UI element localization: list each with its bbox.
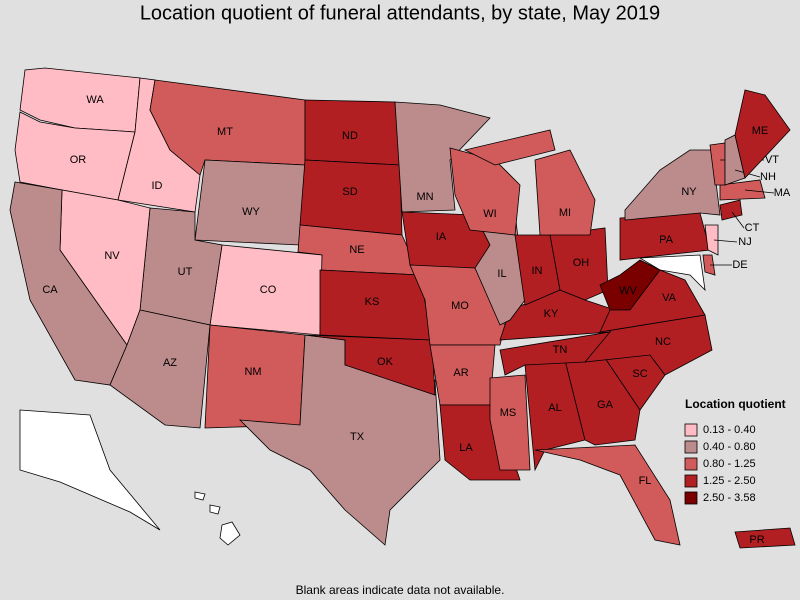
leader-line xyxy=(731,211,745,229)
state-blank xyxy=(194,491,206,501)
state-label: AL xyxy=(548,402,561,414)
state-label: ID xyxy=(152,180,163,192)
state-label: MT xyxy=(217,126,233,138)
map-title: Location quotient of funeral attendants,… xyxy=(140,2,660,24)
footnote: Blank areas indicate data not available. xyxy=(296,583,505,597)
state xyxy=(194,159,306,246)
legend-swatch xyxy=(684,423,698,437)
state-blank xyxy=(219,521,241,546)
state-label: UT xyxy=(178,266,193,278)
state xyxy=(599,269,706,333)
state-label: VT xyxy=(765,154,779,166)
states: WA OR ID MT WY ND SD NE CO UT NV CA AZ NM TX OK KS MN IA MO… xyxy=(9,67,796,549)
state-label: IA xyxy=(436,231,447,243)
state-label: VA xyxy=(662,292,677,304)
legend-label: 0.40 - 0.80 xyxy=(703,441,756,453)
state xyxy=(719,199,743,221)
state-label: CA xyxy=(42,284,58,296)
state-label: MA xyxy=(774,187,791,199)
state-label: OR xyxy=(70,154,87,166)
legend-title: Location quotient xyxy=(685,397,786,411)
legend-label: 1.25 - 2.50 xyxy=(703,475,756,487)
state-label: MS xyxy=(500,407,517,419)
state xyxy=(702,254,716,276)
state-label: GA xyxy=(597,399,614,411)
state-label: WI xyxy=(483,208,496,220)
state-label: FL xyxy=(639,475,652,487)
state-label: OH xyxy=(573,257,590,269)
state-label: PR xyxy=(749,534,764,546)
leader-line xyxy=(713,239,738,243)
state xyxy=(534,444,681,546)
legend-label: 2.50 - 3.58 xyxy=(703,492,756,504)
state-label: ND xyxy=(342,130,358,142)
state-label: NH xyxy=(760,171,776,183)
state-blank xyxy=(209,504,221,515)
state-label: NJ xyxy=(738,236,751,248)
state xyxy=(734,89,791,179)
state-label: WY xyxy=(242,206,260,218)
legend-swatch xyxy=(684,491,698,505)
state-label: SD xyxy=(342,186,357,198)
legend: Location quotient 0.13 - 0.40 0.40 - 0.80 0… xyxy=(684,397,786,505)
state-label: KY xyxy=(544,308,559,320)
state-label: WV xyxy=(619,285,637,297)
legend-label: 0.80 - 1.25 xyxy=(703,458,756,470)
state xyxy=(704,224,719,256)
state-label: DE xyxy=(732,259,747,271)
state-label: PA xyxy=(659,234,674,246)
state-label: NC xyxy=(655,336,671,348)
state-label: MI xyxy=(559,207,571,219)
state xyxy=(719,179,766,201)
state xyxy=(474,211,526,326)
state-label: ME xyxy=(752,125,769,137)
state-label: SC xyxy=(632,368,647,380)
state-label: MO xyxy=(451,300,469,312)
legend-swatch xyxy=(684,474,698,488)
state xyxy=(489,374,531,471)
state-label: IL xyxy=(497,268,506,280)
state-label: NY xyxy=(681,186,697,198)
state-label: AR xyxy=(453,367,468,379)
state-label: NV xyxy=(104,250,120,262)
state-label: NE xyxy=(349,244,364,256)
state xyxy=(499,331,611,376)
state xyxy=(734,527,796,549)
state-label: MN xyxy=(416,191,433,203)
legend-swatch xyxy=(684,457,698,471)
state xyxy=(549,227,609,301)
legend-label: 0.13 - 0.40 xyxy=(703,424,756,436)
state-label: KS xyxy=(365,296,380,308)
state-label: TN xyxy=(553,344,568,356)
state-label: TX xyxy=(350,431,365,443)
leader-line xyxy=(744,189,775,194)
state-label: IN xyxy=(532,265,543,277)
legend-swatch xyxy=(684,440,698,454)
state-label: AZ xyxy=(163,357,177,369)
state-part xyxy=(463,129,556,166)
state-label: WA xyxy=(86,94,104,106)
state-label: CT xyxy=(745,222,760,234)
state-label: NM xyxy=(244,366,261,378)
state-label: LA xyxy=(459,442,473,454)
state-blank xyxy=(19,409,161,531)
state xyxy=(534,149,596,236)
state-label: CO xyxy=(260,284,277,296)
state-label: OK xyxy=(377,356,394,368)
